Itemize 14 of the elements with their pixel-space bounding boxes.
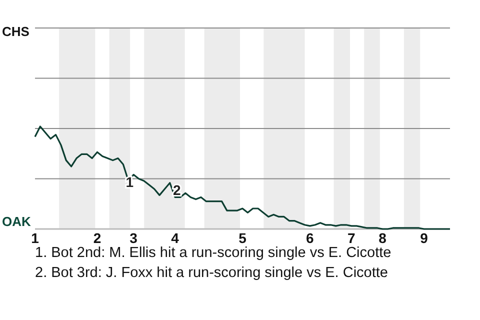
x-tick-label: 3 [130, 230, 138, 246]
annotation: 2 [173, 182, 182, 198]
text: 1. Bot 2nd: M. Ellis hit a run-scoring single vs E. Cicotte [35, 245, 392, 261]
x-tick-label: 7 [348, 230, 356, 246]
x-tick-label: 8 [378, 230, 387, 246]
text: OAK [2, 214, 32, 229]
x-tick-label: 1 [31, 230, 40, 246]
x-tick-label: 4 [171, 230, 180, 246]
x-tick-label: 9 [420, 230, 428, 246]
x-tick-label: 5 [238, 230, 247, 246]
text: 2. Bot 3rd: J. Foxx hit a run-scoring single vs E. Cicotte [35, 265, 388, 281]
x-tick-label: 6 [306, 230, 314, 246]
x-tick-label: 2 [93, 230, 102, 246]
text: CHS [2, 24, 30, 39]
